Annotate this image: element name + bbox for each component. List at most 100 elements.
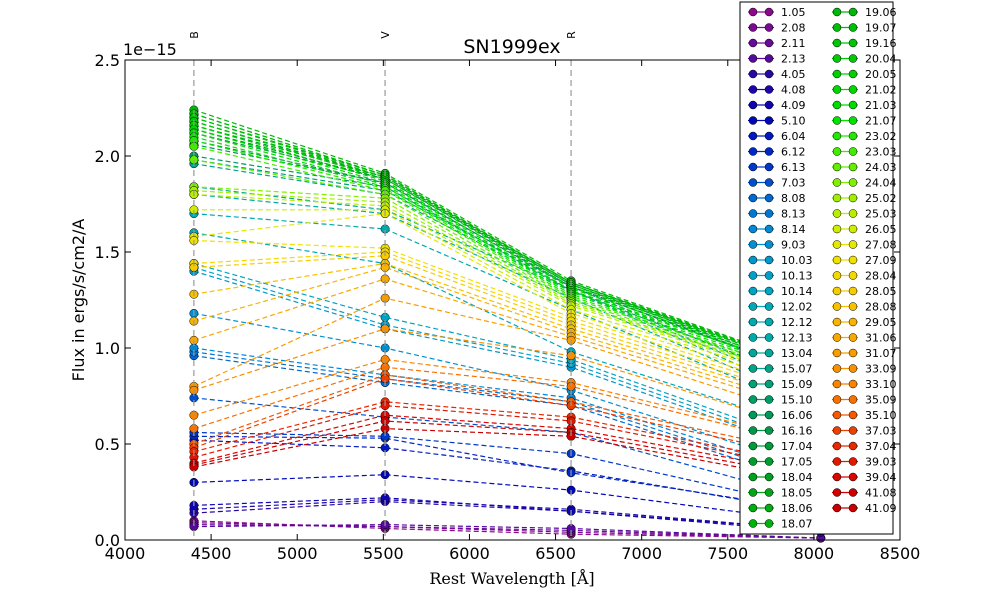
legend-swatch-marker	[764, 7, 774, 17]
legend-entry: 25.02	[832, 192, 897, 205]
legend-label: 19.16	[865, 37, 897, 50]
legend-swatch-marker	[848, 209, 858, 218]
legend-label: 4.05	[781, 68, 806, 81]
legend-swatch-marker	[848, 395, 858, 404]
series-line-18	[193, 262, 822, 449]
legend-label: 33.09	[865, 363, 897, 376]
legend-swatch-marker	[832, 503, 842, 513]
legend-swatch-marker	[764, 503, 774, 513]
legend-entry: 26.05	[832, 223, 897, 236]
legend-entry: 33.10	[832, 378, 897, 391]
series-line-6	[193, 497, 821, 531]
series-line-49	[193, 212, 821, 391]
legend-swatch-marker	[764, 317, 774, 327]
legend-swatch-marker	[764, 85, 774, 94]
series-line-17	[193, 266, 822, 453]
legend-entry: 21.02	[832, 84, 897, 97]
legend-swatch-marker	[748, 302, 758, 311]
legend-swatch-marker	[832, 302, 842, 311]
legend-swatch-marker	[748, 395, 758, 404]
legend-swatch-marker	[832, 131, 842, 141]
legend-swatch-marker	[764, 379, 774, 389]
legend-swatch-marker	[832, 147, 842, 156]
legend-label: 12.02	[781, 301, 813, 314]
y-tick-label: 1.0	[95, 339, 120, 358]
legend-swatch-marker	[832, 426, 842, 435]
legend-swatch-marker	[832, 333, 842, 342]
y-tick-label: 2.0	[95, 147, 120, 166]
series-line-39	[193, 128, 821, 376]
legend-swatch-marker	[764, 441, 774, 451]
series-line-16	[193, 270, 822, 457]
legend-swatch-marker	[848, 224, 858, 234]
legend-entry: 15.10	[748, 394, 813, 407]
legend-label: 41.08	[865, 487, 897, 500]
series-line-56	[193, 297, 821, 422]
legend-entry: 37.04	[832, 440, 897, 453]
series-line-48	[193, 209, 821, 387]
legend-label: 24.04	[865, 177, 897, 190]
legend-entry: 2.13	[748, 53, 806, 66]
legend-swatch-marker	[748, 410, 758, 420]
legend-swatch-marker	[832, 286, 842, 296]
legend-swatch-marker	[848, 426, 858, 435]
x-tick-label: 7000	[621, 544, 662, 563]
series-line-55	[193, 278, 821, 414]
legend-swatch-marker	[764, 178, 774, 187]
legend-label: 27.08	[865, 239, 897, 252]
legend-swatch-marker	[832, 69, 842, 79]
legend-label: 15.07	[781, 363, 813, 376]
legend-entry: 27.09	[832, 254, 897, 267]
legend-swatch-marker	[748, 503, 758, 513]
series-line-60	[193, 374, 821, 457]
legend-swatch-marker	[764, 286, 774, 296]
legend-entry: 4.09	[748, 99, 806, 112]
legend-swatch-marker	[748, 271, 758, 280]
legend-entry: 7.03	[748, 177, 806, 190]
series-line-7	[193, 474, 821, 524]
series-line-38	[193, 124, 821, 374]
legend-label: 13.04	[781, 347, 813, 360]
legend-entry: 4.08	[748, 84, 806, 97]
legend-swatch-marker	[832, 38, 842, 48]
legend-entry: 18.06	[748, 502, 813, 515]
legend-label: 17.04	[781, 440, 813, 453]
legend-entry: 24.04	[832, 177, 897, 190]
legend-swatch-marker	[764, 240, 774, 249]
legend-label: 20.04	[865, 53, 897, 66]
series-line-36	[193, 117, 821, 372]
series-line-51	[193, 251, 821, 399]
legend-swatch-marker	[848, 503, 858, 513]
legend-label: 37.04	[865, 440, 897, 453]
legend-entry: 33.09	[832, 363, 897, 376]
axes: B V R 4000 4500 5000 5500 6000 6500 7000 7500 8000 8…	[95, 31, 921, 563]
x-tick-label: 5000	[277, 544, 318, 563]
series-line-14	[193, 347, 821, 480]
legend-label: 2.13	[781, 53, 806, 66]
legend-entry: 25.03	[832, 208, 897, 221]
legend-swatch-marker	[748, 209, 758, 218]
legend-swatch-marker	[748, 286, 758, 296]
legend-swatch-marker	[848, 333, 858, 342]
band-marker-label-v: V	[379, 31, 392, 39]
y-tick-label: 2.5	[95, 51, 120, 70]
series-line-22	[193, 186, 822, 403]
series-line-26	[193, 143, 822, 380]
series-line-9	[193, 435, 821, 512]
legend-swatch-marker	[764, 472, 774, 482]
legend-entry: 10.14	[748, 285, 813, 298]
legend-swatch-marker	[764, 271, 774, 280]
legend-label: 1.05	[781, 6, 806, 19]
legend-swatch-marker	[748, 472, 758, 482]
legend-swatch-marker	[848, 100, 858, 110]
legend-swatch-marker	[848, 162, 858, 172]
series-line-21	[193, 193, 822, 407]
y-offset-label: 1e−15	[123, 40, 177, 59]
legend-swatch-marker	[764, 69, 774, 79]
legend-swatch-marker	[748, 23, 758, 32]
legend-label: 21.03	[865, 99, 897, 112]
x-tick-label: 8500	[880, 544, 921, 563]
legend-swatch-marker	[764, 54, 774, 63]
legend-swatch-marker	[748, 85, 758, 94]
legend-swatch-marker	[748, 147, 758, 156]
